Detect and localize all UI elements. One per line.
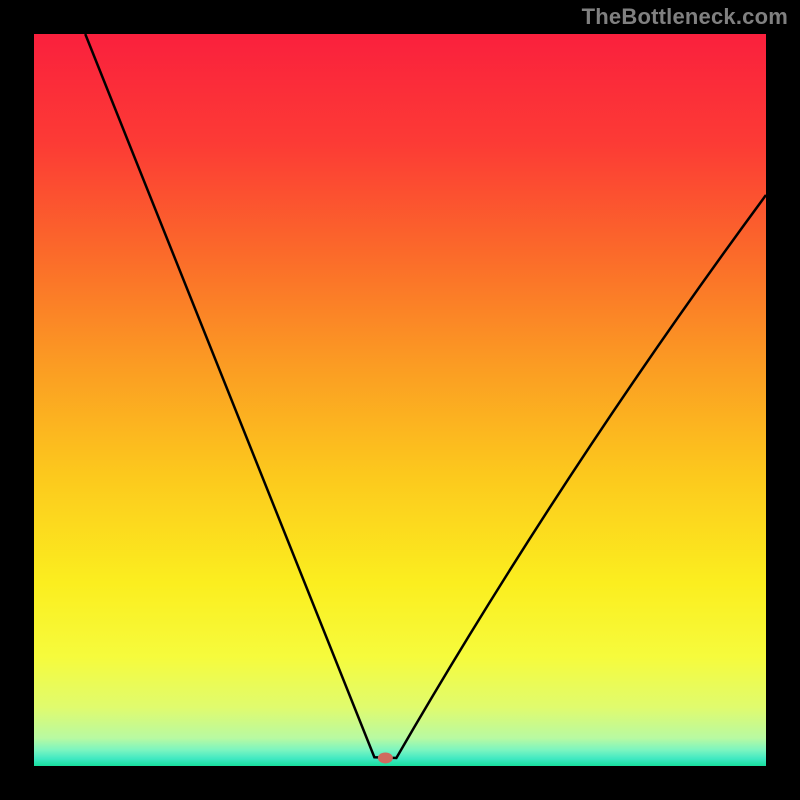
watermark-text: TheBottleneck.com [582,4,788,30]
bottleneck-chart [0,0,800,800]
optimum-marker [378,753,392,763]
plot-background [34,34,766,766]
